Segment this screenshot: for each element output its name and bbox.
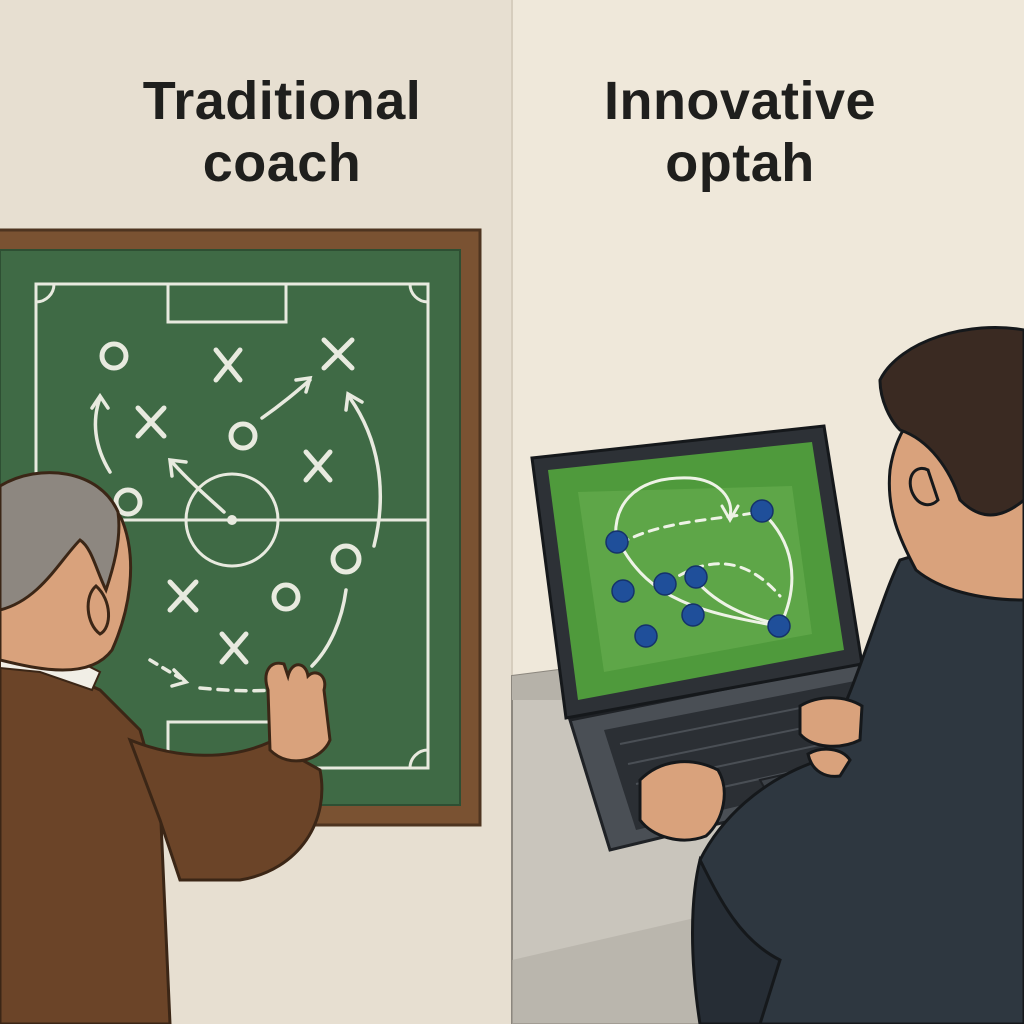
- right-title-line1: Innovative: [603, 71, 877, 131]
- laptop-player-dots: [605, 499, 791, 648]
- chalk-player-markers: [99, 337, 362, 665]
- left-title-line1: Traditional: [142, 71, 422, 131]
- right-title-line2: optah: [665, 133, 815, 193]
- panel-divider: [511, 0, 513, 1024]
- analyst-figure-icon: [638, 326, 1024, 1024]
- right-title: Innovative optah: [540, 70, 940, 194]
- left-title-line2: coach: [202, 133, 362, 193]
- coach-figure-icon: [0, 471, 332, 1024]
- center-spot: [227, 515, 237, 525]
- left-title: Traditional coach: [82, 70, 482, 194]
